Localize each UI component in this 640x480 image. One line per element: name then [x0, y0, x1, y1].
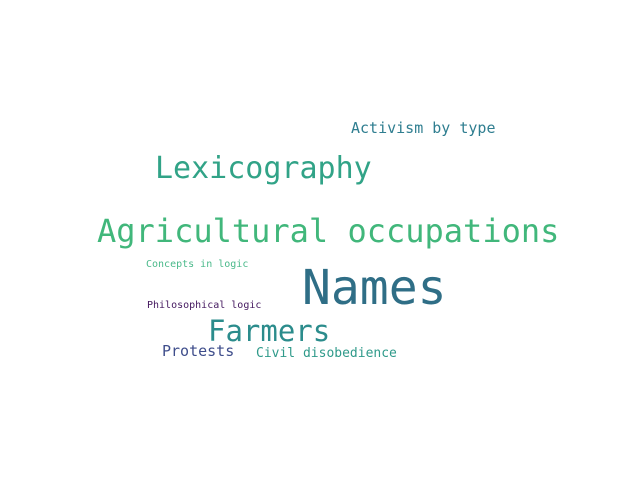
word-agricultural-occupations: Agricultural occupations — [97, 212, 560, 250]
word-activism-by-type: Activism by type — [351, 119, 496, 137]
word-protests: Protests — [162, 342, 235, 360]
word-lexicography: Lexicography — [155, 151, 372, 186]
word-concepts-in-logic: Concepts in logic — [146, 259, 249, 270]
word-names: Names — [302, 260, 447, 316]
word-philosophical-logic: Philosophical logic — [147, 300, 262, 311]
word-civil-disobedience: Civil disobedience — [256, 346, 397, 361]
word-farmers: Farmers — [208, 314, 331, 348]
